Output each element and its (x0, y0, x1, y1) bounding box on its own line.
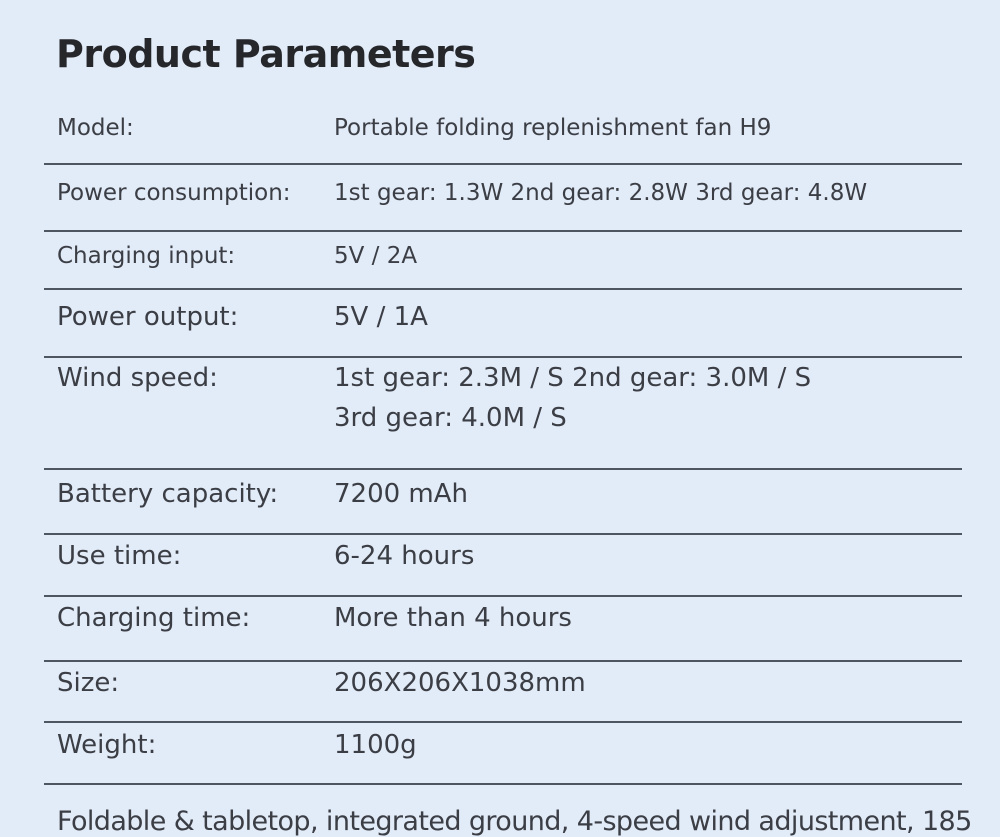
table-row: Size: 206X206X1038mm (44, 662, 962, 723)
table-row: Charging input: 5V / 2A (44, 232, 962, 290)
table-row: Charging time: More than 4 hours (44, 597, 962, 662)
param-label: Charging time: (57, 603, 251, 633)
param-label: Wind speed: (57, 363, 218, 393)
table-row: Power consumption: 1st gear: 1.3W 2nd gea… (44, 165, 962, 232)
param-label: Use time: (57, 541, 182, 571)
description-text: Foldable & tabletop, integrated ground, … (57, 806, 972, 837)
param-value: 1st gear: 2.3M / S 2nd gear: 3.0M / S (334, 363, 812, 393)
param-value: 5V / 1A (334, 302, 428, 332)
param-value: 206X206X1038mm (334, 668, 586, 698)
param-label: Power output: (57, 302, 239, 332)
param-value: 1st gear: 1.3W 2nd gear: 2.8W 3rd gear: … (334, 180, 868, 206)
table-row: Weight: 1100g (44, 723, 962, 785)
param-value: 5V / 2A (334, 243, 418, 269)
param-value: More than 4 hours (334, 603, 572, 633)
param-value: 6-24 hours (334, 541, 475, 571)
param-label: Power consumption: (57, 180, 291, 206)
table-row: Wind speed: 1st gear: 2.3M / S 2nd gear: … (44, 358, 962, 470)
page-title: Product Parameters (56, 32, 476, 76)
param-value: 7200 mAh (334, 479, 469, 509)
param-label: Battery capacity: (57, 479, 279, 509)
param-value: 3rd gear: 4.0M / S (334, 403, 567, 433)
table-row: Model: Portable folding replenishment fan… (44, 100, 962, 165)
param-label: Weight: (57, 730, 157, 760)
param-label: Charging input: (57, 243, 236, 269)
table-row: Battery capacity: 7200 mAh (44, 470, 962, 535)
param-value: 1100g (334, 730, 417, 760)
param-label: Size: (57, 668, 120, 698)
param-value: Portable folding replenishment fan H9 (334, 115, 772, 141)
table-row: Power output: 5V / 1A (44, 290, 962, 358)
table-row: Use time: 6-24 hours (44, 535, 962, 597)
param-label: Model: (57, 115, 134, 141)
